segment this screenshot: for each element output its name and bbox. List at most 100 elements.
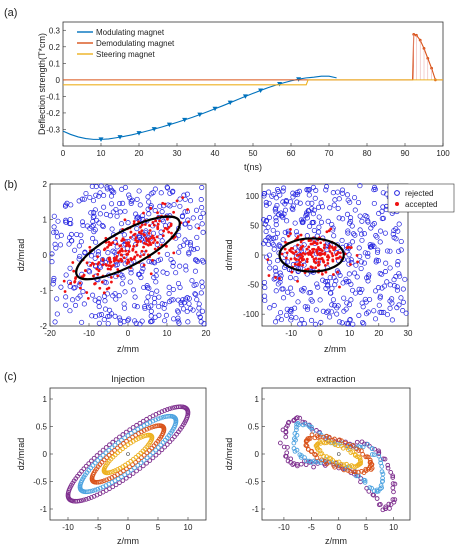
accepted-point bbox=[311, 255, 314, 259]
phase-ring-point bbox=[144, 460, 149, 466]
rejected-point bbox=[270, 227, 276, 233]
phase-ring-point bbox=[153, 447, 159, 453]
rejected-point bbox=[306, 290, 312, 296]
rejected-point bbox=[365, 309, 371, 315]
rejected-point bbox=[273, 205, 279, 211]
rejected-point bbox=[128, 198, 134, 204]
rejected-point bbox=[299, 317, 305, 323]
phase-ring-point bbox=[115, 467, 120, 472]
rejected-point bbox=[323, 309, 330, 315]
rejected-point bbox=[63, 219, 69, 225]
rejected-point bbox=[346, 220, 353, 226]
phase-ring-point bbox=[387, 506, 392, 511]
rejected-point bbox=[340, 216, 346, 222]
phase-ring-point bbox=[135, 463, 141, 468]
rejected-point bbox=[121, 232, 127, 238]
accepted-point bbox=[310, 251, 314, 255]
rejected-point bbox=[309, 206, 315, 212]
rejected-point bbox=[132, 294, 138, 300]
rejected-point bbox=[362, 250, 368, 256]
series-marker-modulating bbox=[166, 122, 172, 128]
phase-ring-point bbox=[283, 434, 289, 440]
phase-ring-point bbox=[174, 404, 179, 410]
phase-ring-point bbox=[383, 504, 389, 510]
accepted-point bbox=[119, 257, 123, 261]
rejected-point bbox=[331, 233, 337, 239]
accepted-point bbox=[355, 254, 359, 257]
phase-ring-point bbox=[149, 424, 155, 430]
panel-c-right-xtick-label: -5 bbox=[308, 523, 316, 532]
phase-ring-point bbox=[371, 452, 377, 458]
rejected-point bbox=[301, 321, 307, 327]
series-marker-demodulating bbox=[422, 47, 426, 50]
rejected-point bbox=[99, 223, 105, 229]
rejected-point bbox=[387, 265, 393, 271]
accepted-point bbox=[120, 247, 124, 251]
phase-ring-point bbox=[378, 457, 384, 463]
rejected-point bbox=[361, 260, 368, 266]
rejected-point bbox=[184, 308, 190, 315]
panel-a-xtick-label: 20 bbox=[135, 149, 144, 158]
accepted-point bbox=[328, 244, 332, 248]
phase-ring-point bbox=[150, 455, 156, 461]
phase-ring-point bbox=[155, 445, 161, 450]
rejected-point bbox=[309, 298, 315, 304]
accepted-point bbox=[116, 268, 120, 271]
panel-b-left-ytick-label: -2 bbox=[40, 322, 48, 331]
rejected-point bbox=[360, 319, 366, 326]
rejected-point bbox=[114, 213, 120, 219]
rejected-point bbox=[104, 291, 111, 297]
phase-ring-point bbox=[89, 458, 94, 464]
rejected-point bbox=[159, 209, 165, 215]
rejected-point bbox=[119, 186, 125, 192]
rejected-point bbox=[92, 297, 98, 303]
rejected-point bbox=[334, 311, 340, 317]
rejected-point bbox=[196, 301, 202, 307]
accepted-point bbox=[320, 249, 324, 253]
accepted-point bbox=[151, 221, 155, 224]
accepted-point bbox=[299, 233, 303, 237]
rejected-point bbox=[398, 295, 404, 301]
rejected-point bbox=[179, 214, 185, 220]
rejected-point bbox=[352, 290, 359, 296]
phase-ring-point bbox=[307, 424, 313, 430]
panel-c-right-xtick-label: 10 bbox=[389, 523, 398, 532]
accepted-point bbox=[349, 246, 353, 249]
accepted-point bbox=[142, 245, 145, 249]
phase-ring-point bbox=[147, 425, 152, 431]
rejected-point bbox=[282, 229, 288, 235]
rejected-point bbox=[273, 218, 279, 224]
rejected-point bbox=[387, 298, 393, 304]
rejected-point bbox=[52, 241, 58, 247]
rejected-point bbox=[396, 221, 402, 227]
panel-b-left-xlabel: z/mm bbox=[117, 344, 139, 354]
phase-ring-point bbox=[277, 440, 283, 446]
panel-label-c: (c) bbox=[4, 371, 17, 383]
rejected-point bbox=[68, 202, 74, 208]
panel-b-right-ytick-label: -50 bbox=[247, 281, 259, 290]
rejected-point bbox=[292, 192, 298, 198]
accepted-point bbox=[71, 261, 75, 264]
accepted-point bbox=[129, 236, 132, 239]
rejected-point bbox=[371, 200, 377, 207]
phase-ring-point bbox=[110, 484, 116, 490]
rejected-point bbox=[149, 290, 155, 297]
accepted-point bbox=[187, 220, 190, 224]
rejected-point bbox=[288, 285, 294, 291]
rejected-point bbox=[112, 313, 118, 319]
rejected-point bbox=[76, 243, 82, 249]
accepted-point bbox=[330, 252, 334, 255]
rejected-point bbox=[311, 207, 317, 213]
rejected-point bbox=[271, 276, 277, 282]
phase-ring-point bbox=[112, 468, 118, 473]
accepted-point bbox=[311, 247, 314, 251]
rejected-point bbox=[189, 278, 195, 284]
rejected-point bbox=[403, 310, 409, 316]
rejected-point bbox=[192, 291, 198, 297]
rejected-point bbox=[310, 184, 316, 190]
accepted-point bbox=[170, 231, 173, 235]
rejected-point bbox=[67, 308, 73, 314]
rejected-point bbox=[58, 284, 64, 290]
accepted-point bbox=[297, 258, 301, 262]
accepted-point bbox=[128, 244, 132, 248]
